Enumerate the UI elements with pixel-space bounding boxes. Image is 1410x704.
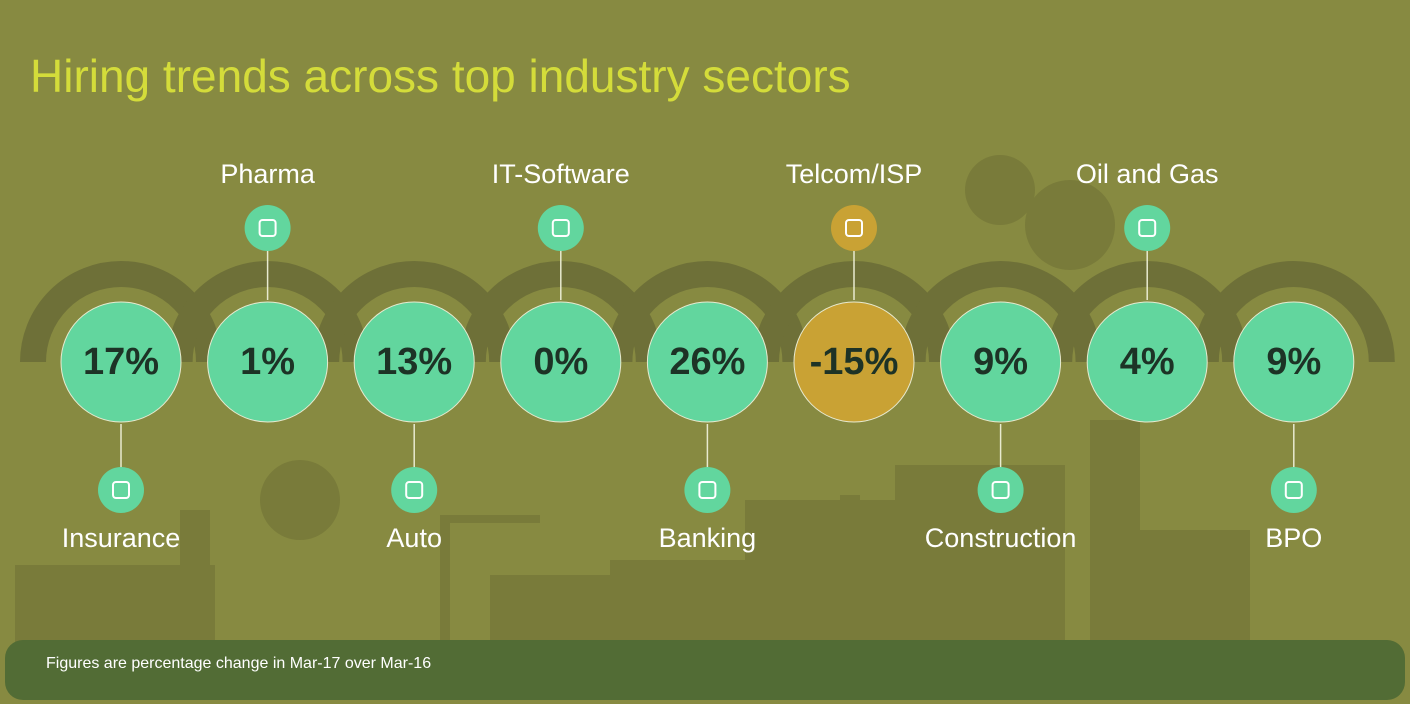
sector-value: 26% [669,341,745,383]
sector-icon [391,467,437,513]
sector-label: Banking [659,523,757,553]
sector-icon [1271,467,1317,513]
title: Hiring trends across top industry sector… [30,50,851,102]
sector-label: Pharma [220,159,316,189]
sector-label: Construction [925,523,1077,553]
sector-icon [538,205,584,251]
footnote: Figures are percentage change in Mar-17 … [46,655,431,672]
sector-value: 0% [533,341,588,383]
sector-icon [1124,205,1170,251]
sector-value: 9% [1266,341,1321,383]
sector-label: Insurance [62,523,181,553]
sector-value: 9% [973,341,1028,383]
sector-value: -15% [810,341,899,383]
sector-label: Telcom/ISP [786,159,923,189]
sector-value: 17% [83,341,159,383]
sector-label: Auto [386,523,442,553]
sector-value: 13% [376,341,452,383]
sector-value: 4% [1120,341,1175,383]
sector-label: IT-Software [492,159,630,189]
sector-label: Oil and Gas [1076,159,1219,189]
sector-icon [978,467,1024,513]
sector-icon [245,205,291,251]
sector-icon [684,467,730,513]
infographic: Hiring trends across top industry sector… [0,0,1410,704]
sector-value: 1% [240,341,295,383]
sector-label: BPO [1265,523,1322,553]
sector-icon [831,205,877,251]
sector-icon [98,467,144,513]
